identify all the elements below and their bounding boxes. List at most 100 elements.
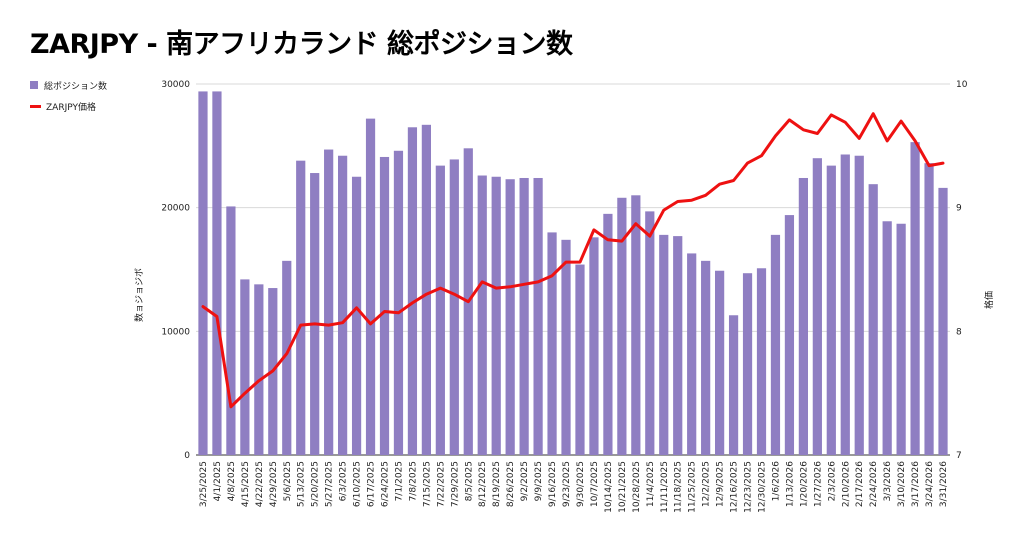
legend-line-swatch [30, 104, 41, 108]
bar [617, 197, 627, 456]
bar [338, 155, 348, 455]
bar [477, 175, 487, 455]
bar [910, 142, 920, 455]
y2-tick-label: 10 [956, 80, 968, 90]
x-tick-label: 9/2/2025 [520, 461, 530, 501]
x-tick-label: 2/24/2026 [869, 461, 879, 507]
bar [868, 184, 878, 456]
bar [742, 273, 753, 455]
x-tick-label: 12/23/2025 [744, 461, 754, 513]
x-tick-label: 3/3/2026 [883, 461, 893, 502]
x-tick-label: 4/22/2025 [255, 461, 265, 507]
bar [687, 253, 697, 455]
x-tick-label: 8/12/2025 [478, 461, 488, 507]
x-tick-label: 8/5/2025 [464, 461, 474, 501]
bar [854, 155, 864, 455]
bar [240, 279, 250, 455]
x-tick-label: 4/15/2025 [241, 461, 251, 507]
x-tick-label: 9/9/2025 [534, 461, 544, 501]
x-tick-label: 5/6/2025 [283, 461, 293, 501]
bar [589, 237, 599, 455]
x-tick-label: 6/3/2025 [339, 461, 349, 501]
line-series [201, 112, 945, 409]
bar [226, 206, 236, 455]
x-tick-label: 9/16/2025 [548, 461, 558, 507]
y-tick-label: 30000 [161, 80, 190, 90]
x-tick-label: 3/24/2026 [925, 461, 935, 507]
y2-tick-label: 7 [956, 451, 962, 461]
bar [407, 127, 418, 456]
x-tick-label: 11/18/2025 [674, 461, 684, 513]
x-tick-label: 6/17/2025 [367, 461, 377, 507]
bar [324, 149, 334, 455]
chart-title: ZARJPY - 南アフリカランド 総ポジション数 [30, 29, 573, 60]
bar [533, 177, 543, 455]
bar [365, 118, 376, 456]
legend-item-price: ZARJPY価格 [30, 99, 107, 113]
x-tick-label: 10/14/2025 [604, 461, 614, 513]
left-axis: 0 10000 20000 30000 [161, 80, 190, 461]
x-axis: 3/25/2025 4/1/2025 4/8/2025 4/15/2025 4/22/2… [199, 461, 949, 513]
x-tick-label: 10/7/2025 [590, 461, 600, 507]
x-tick-label: 1/13/2026 [785, 461, 795, 507]
x-tick-label: 5/20/2025 [311, 461, 321, 507]
legend-label-price: ZARJPY価格 [46, 102, 96, 113]
bar [505, 179, 515, 455]
bar [393, 150, 404, 455]
x-tick-label: 3/25/2025 [199, 461, 209, 507]
x-tick-label: 5/27/2025 [325, 461, 335, 507]
bar [770, 234, 781, 455]
bar [310, 173, 320, 456]
bar [198, 91, 208, 456]
gridlines [196, 83, 950, 456]
bar [673, 236, 683, 455]
x-tick-label: 3/17/2026 [911, 461, 921, 507]
bar [882, 221, 892, 455]
x-tick-label: 7/1/2025 [395, 461, 405, 501]
legend-bar-swatch [30, 81, 38, 89]
x-tick-label: 6/24/2025 [381, 461, 391, 507]
x-tick-label: 2/10/2026 [841, 461, 851, 507]
bar [254, 284, 264, 455]
y-axis-label: 数ョジョジボ [133, 268, 145, 322]
bar [449, 159, 459, 456]
bar [547, 232, 557, 455]
bar [296, 160, 306, 455]
bar [756, 268, 767, 455]
bar [812, 158, 822, 455]
x-tick-label: 12/30/2025 [758, 461, 768, 513]
x-tick-label: 3/31/2026 [939, 461, 949, 507]
bar [896, 223, 906, 455]
bar [924, 163, 934, 455]
bar [603, 213, 613, 455]
legend-item-positions: 総ポジション数 [30, 78, 107, 92]
x-tick-label: 12/16/2025 [730, 461, 740, 513]
bar [435, 165, 445, 455]
y-tick-label: 10000 [161, 327, 190, 337]
legend-label-positions: 総ポジション数 [44, 81, 108, 92]
bar [826, 165, 836, 455]
x-tick-label: 1/6/2026 [772, 461, 782, 502]
y-tick-label: 20000 [161, 204, 190, 214]
bar [938, 187, 948, 455]
x-tick-label: 1/20/2026 [799, 461, 809, 507]
x-tick-label: 7/8/2025 [408, 461, 418, 501]
x-tick-label: 7/29/2025 [450, 461, 460, 507]
bar [715, 270, 725, 455]
bar [379, 156, 390, 456]
x-tick-label: 8/19/2025 [492, 461, 502, 507]
x-tick-label: 11/25/2025 [688, 461, 698, 513]
y2-tick-label: 8 [956, 327, 962, 337]
bar [421, 124, 431, 455]
x-tick-label: 5/13/2025 [297, 461, 307, 507]
x-tick-label: 12/9/2025 [716, 461, 726, 507]
x-tick-label: 11/4/2025 [646, 461, 656, 507]
legend: 総ポジション数 ZARJPY価格 [30, 78, 107, 120]
bar [519, 177, 529, 455]
right-axis: 7 8 9 10 [956, 80, 968, 461]
bar [575, 264, 585, 455]
x-tick-label: 6/10/2025 [353, 461, 363, 507]
x-tick-label: 9/30/2025 [576, 461, 586, 507]
y2-tick-label: 9 [956, 204, 962, 214]
x-tick-label: 1/27/2026 [813, 461, 823, 507]
